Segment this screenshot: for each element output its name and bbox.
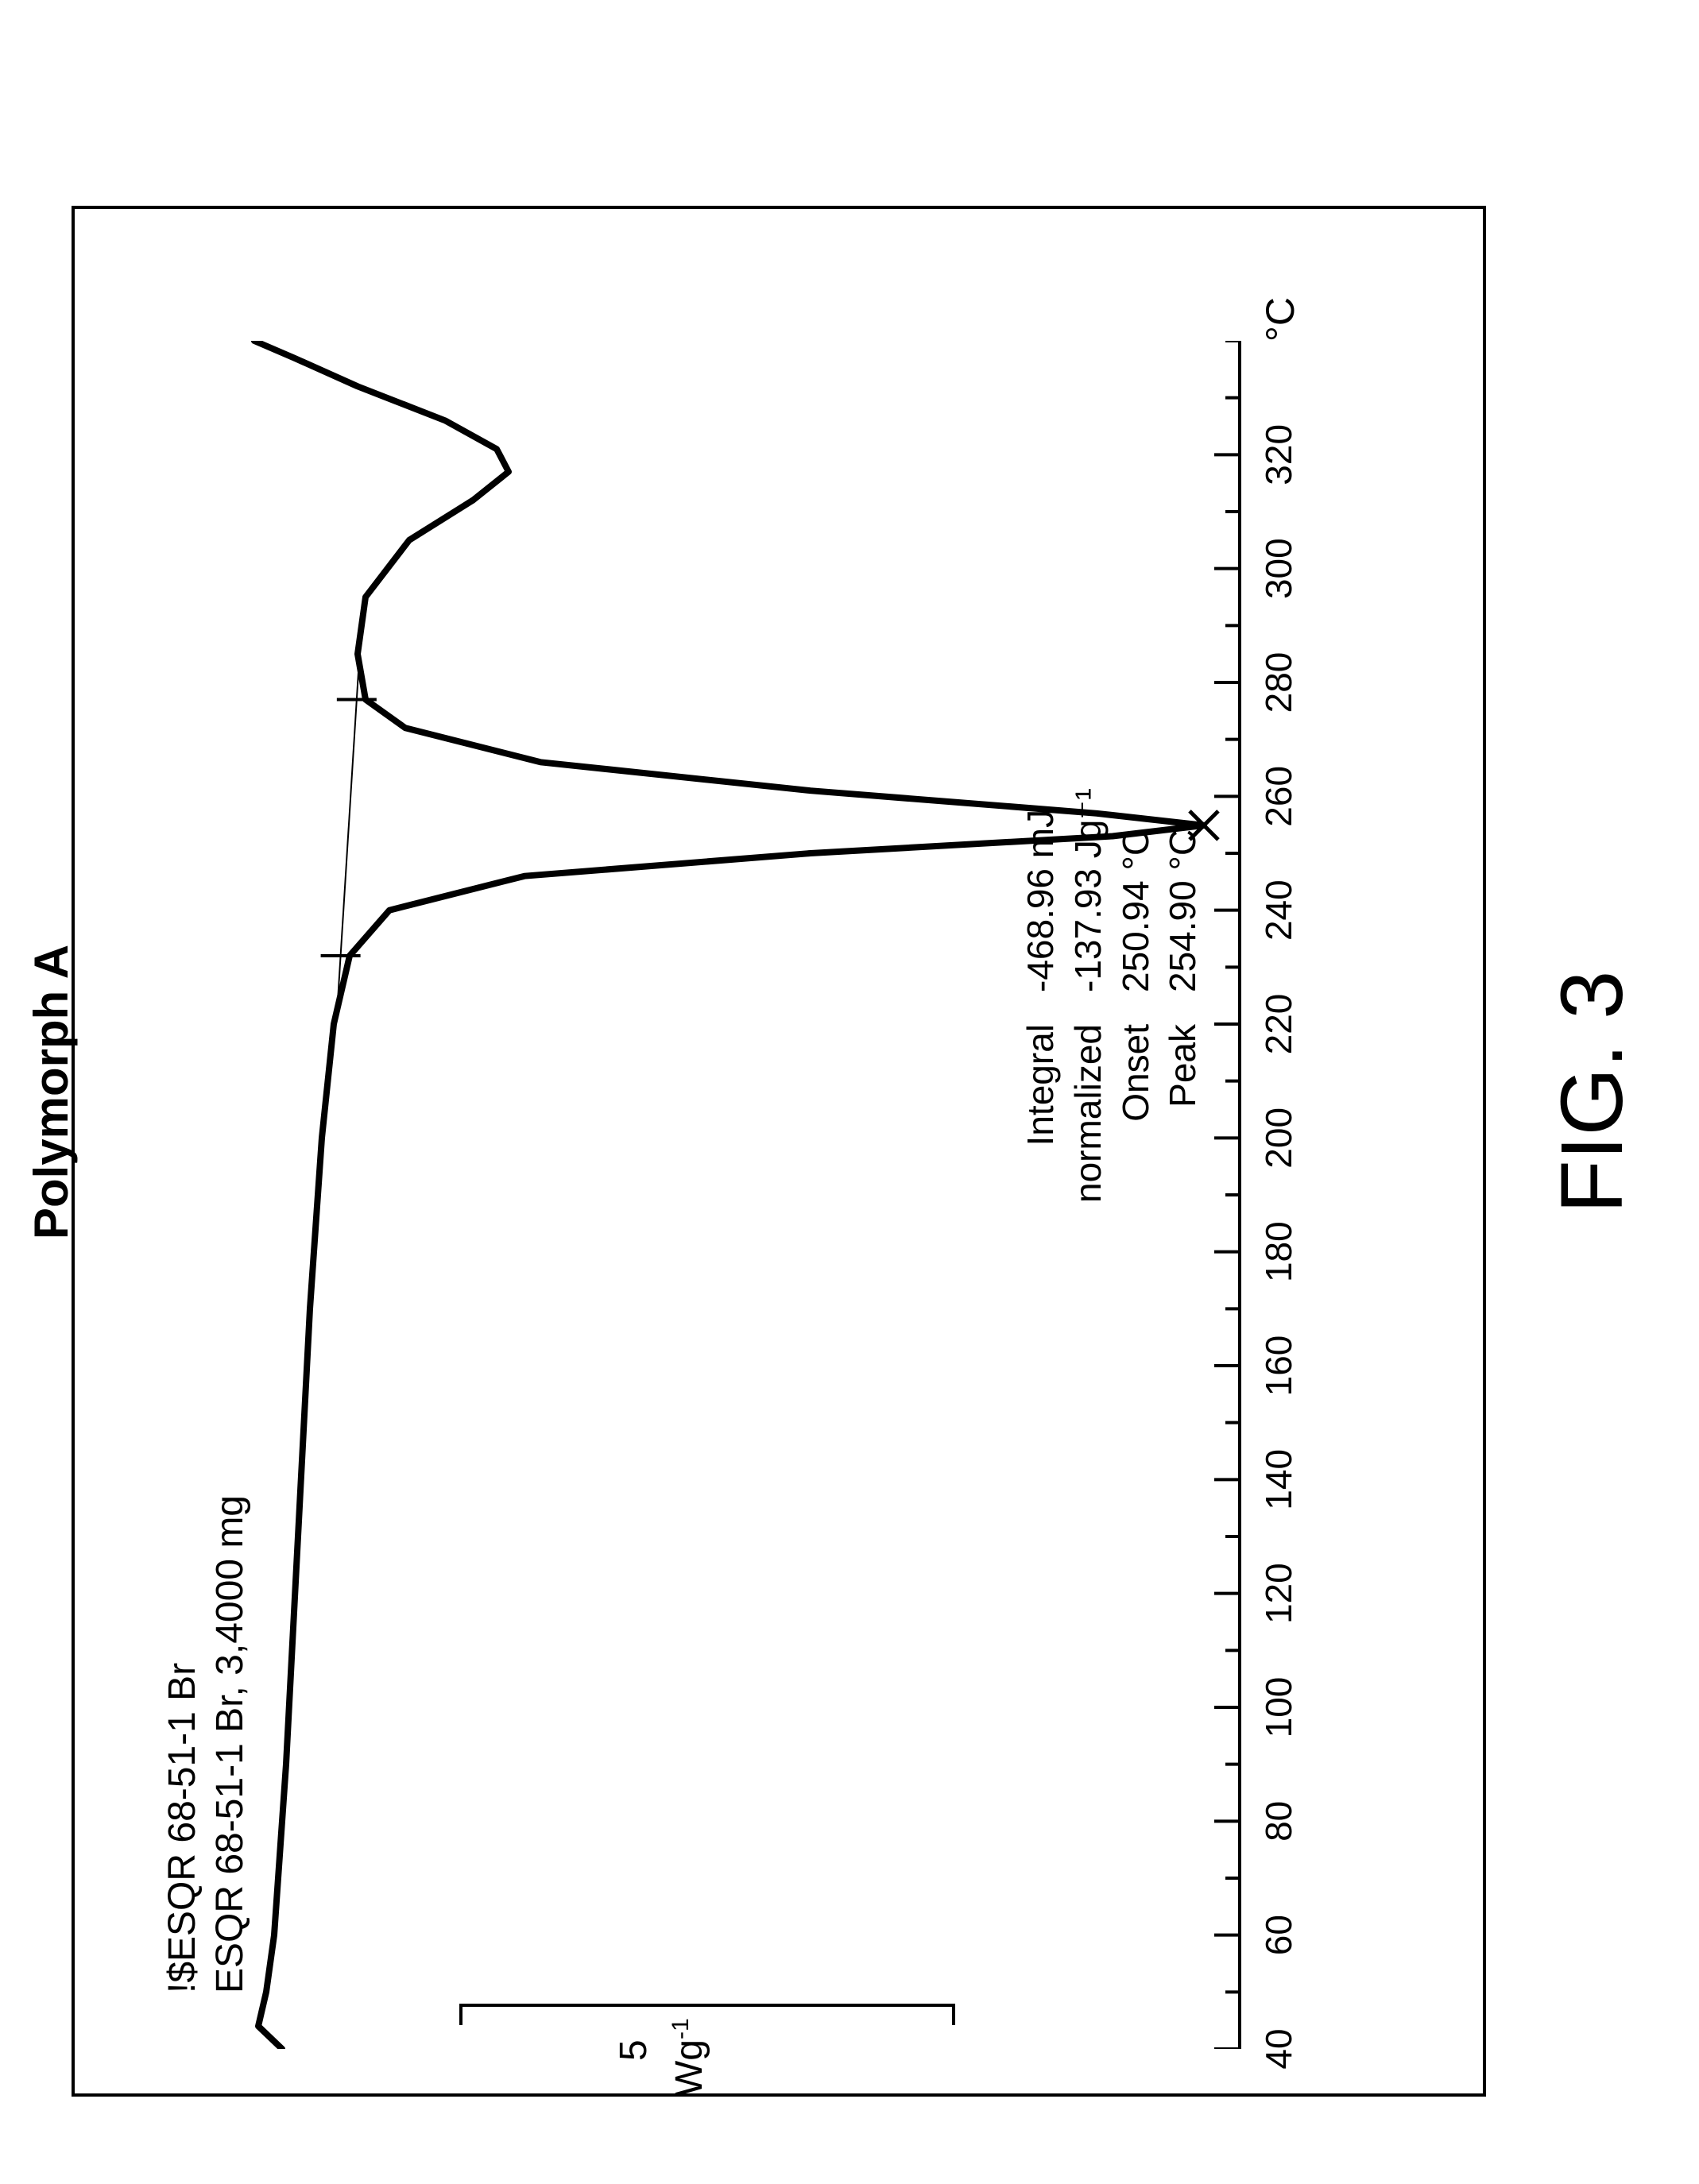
figure-label: FIG. 3 bbox=[1542, 0, 1643, 2184]
x-tick-label: 300 bbox=[1257, 538, 1300, 599]
x-tick-label: 80 bbox=[1257, 1801, 1300, 1842]
x-tick-label: 320 bbox=[1257, 424, 1300, 485]
x-axis-unit: °C bbox=[1257, 297, 1303, 342]
peak-row-peak: Peak 254.90 °C bbox=[1159, 738, 1207, 1247]
peak-row-onset: Onset 250.94 °C bbox=[1113, 738, 1160, 1247]
x-tick-label: 240 bbox=[1257, 879, 1300, 941]
x-tick-label: 160 bbox=[1257, 1336, 1300, 1397]
x-tick-label: 140 bbox=[1257, 1449, 1300, 1510]
peak-info-table: Integral -468.96 mJ normalized -137.93 J… bbox=[1017, 738, 1207, 1247]
x-tick-label: 40 bbox=[1257, 2028, 1300, 2069]
x-tick-label: 180 bbox=[1257, 1221, 1300, 1282]
x-tick-label: 200 bbox=[1257, 1107, 1300, 1169]
plot-area: !$ESQR 68-51-1 Br ESQR 68-51-1 Br, 3,400… bbox=[95, 341, 1303, 2049]
chart-title: Polymorph A bbox=[24, 0, 79, 2184]
page: Polymorph A !$ESQR 68-51-1 Br ESQR 68-51… bbox=[0, 0, 1699, 2184]
x-tick-label: 220 bbox=[1257, 994, 1300, 1055]
peak-row-integral: Integral -468.96 mJ bbox=[1017, 738, 1065, 1247]
x-tick-label: 60 bbox=[1257, 1915, 1300, 1955]
rotated-container: Polymorph A !$ESQR 68-51-1 Br ESQR 68-51… bbox=[0, 0, 1699, 2184]
x-tick-label: 280 bbox=[1257, 652, 1300, 713]
x-tick-label: 100 bbox=[1257, 1677, 1300, 1738]
x-tick-label: 260 bbox=[1257, 766, 1300, 827]
peak-row-normalized: normalized -137.93 Jg⁻¹ bbox=[1065, 738, 1113, 1247]
x-tick-label: 120 bbox=[1257, 1563, 1300, 1624]
